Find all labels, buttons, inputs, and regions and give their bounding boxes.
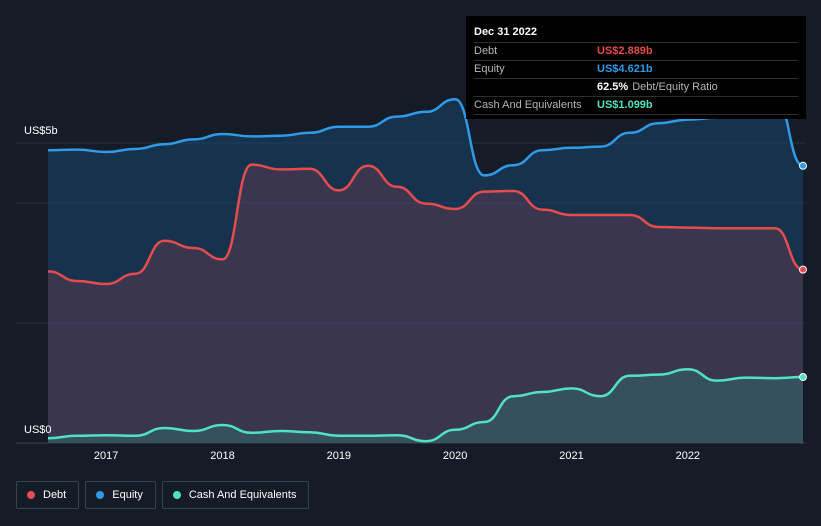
legend-dot-icon (96, 491, 105, 499)
x-tick-label: 2018 (210, 450, 235, 462)
legend-item-equity[interactable]: Equity (85, 481, 156, 509)
tooltip-row-equity: Equity US$4.621b (474, 60, 798, 78)
legend-dot-icon (172, 491, 181, 499)
y-axis-bottom-label: US$0 (24, 424, 52, 436)
tooltip-row-debt: Debt US$2.889b (474, 42, 798, 60)
series-endpoints (799, 161, 807, 382)
area-debt (48, 164, 803, 443)
endpoint-debt (799, 265, 807, 274)
tooltip-row-ratio: 62.5% Debt/Equity Ratio (474, 78, 798, 96)
x-tick-label: 2020 (442, 450, 468, 462)
legend-label: Equity (112, 489, 143, 501)
series-lines (47, 96, 804, 443)
line-equity (47, 96, 804, 177)
x-tick-label: 2019 (326, 450, 352, 462)
x-tick-label: 2021 (559, 450, 584, 462)
tooltip-label: Equity (474, 63, 505, 75)
tooltip-ratio-caption: Debt/Equity Ratio (632, 81, 718, 93)
tooltip-label: Cash And Equivalents (474, 99, 582, 111)
legend: Debt Equity Cash And Equivalents (16, 481, 310, 509)
legend-label: Debt (43, 489, 67, 501)
tooltip-value-debt: US$2.889b (597, 45, 653, 57)
endpoint-equity (799, 161, 807, 170)
legend-dot-icon (27, 491, 35, 499)
line-cash-and-equivalents (47, 367, 804, 443)
legend-item-debt[interactable]: Debt (16, 481, 80, 509)
tooltip-value-cash: US$1.099b (597, 99, 653, 111)
x-tick-label: 2022 (675, 450, 701, 462)
series-areas (48, 97, 803, 444)
line-debt (47, 163, 804, 286)
legend-label: Cash And Equivalents (188, 489, 297, 501)
y-axis-top-label: US$5b (24, 125, 58, 137)
tooltip-panel: Dec 31 2022 Debt US$2.889b Equity US$4.6… (466, 16, 806, 119)
x-tick-label: 2017 (93, 450, 119, 462)
area-equity (48, 97, 803, 444)
tooltip-value-ratio: 62.5% (597, 81, 629, 93)
tooltip-date: Dec 31 2022 (474, 26, 537, 38)
tooltip-label (474, 79, 597, 96)
legend-item-cash[interactable]: Cash And Equivalents (161, 481, 310, 509)
tooltip-row-cash: Cash And Equivalents US$1.099b (474, 96, 798, 115)
endpoint-cash-and-equivalents (799, 373, 807, 382)
tooltip-label: Debt (474, 45, 498, 57)
tooltip-value-equity: US$4.621b (597, 63, 653, 75)
